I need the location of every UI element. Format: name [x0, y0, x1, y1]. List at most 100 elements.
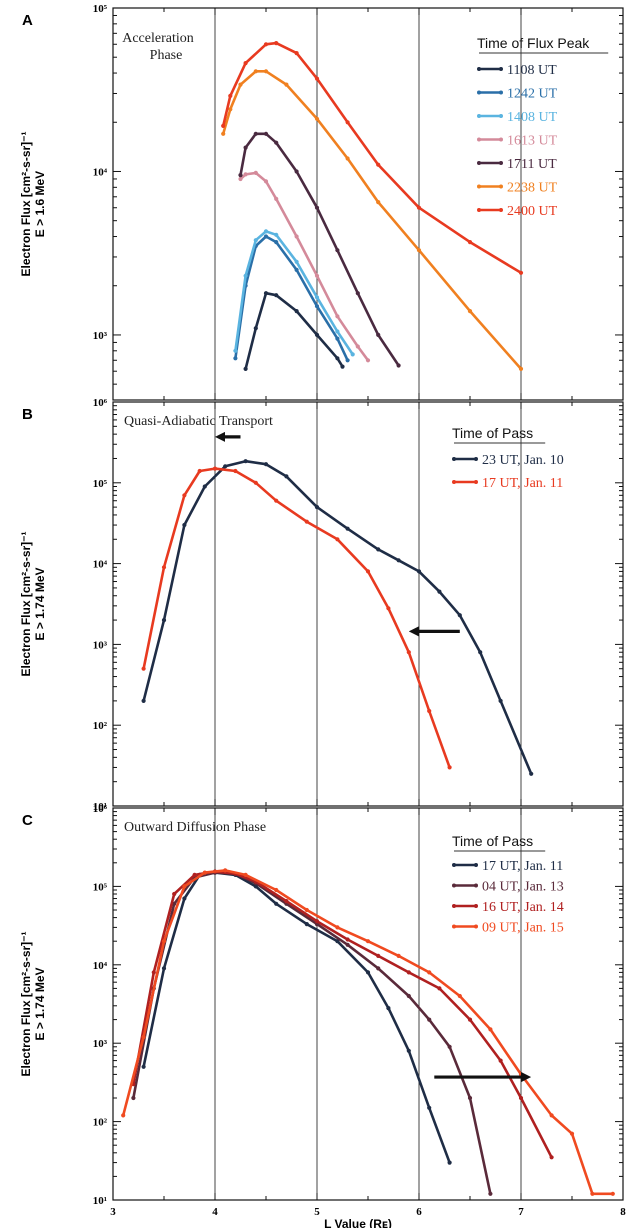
- data-point: [345, 937, 350, 942]
- data-point: [228, 107, 233, 112]
- legend-entry: 1108 UT: [507, 63, 557, 78]
- panel-b: 10¹ 10² 10³ 10⁴ 10⁵ 10⁶ B Electron Flux [cm²-s-…: [19, 397, 624, 813]
- data-point: [243, 366, 248, 371]
- series-line: [121, 869, 615, 1196]
- y-tick-label: 10³: [93, 639, 108, 651]
- legend-swatch-dot: [452, 904, 456, 908]
- series-1408-ut: [233, 229, 355, 357]
- data-point: [263, 131, 269, 136]
- data-point: [345, 942, 350, 947]
- legend-swatch-dot: [499, 67, 503, 71]
- y-axis-label-line: E > 1.6 MeV: [33, 171, 47, 237]
- legend-entry: 2400 UT: [507, 204, 558, 219]
- data-point: [416, 569, 422, 574]
- panel-c-legend: Time of Pass 17 UT, Jan. 11 04 UT, Jan. 13…: [452, 833, 564, 936]
- data-point: [233, 348, 238, 353]
- series-1108-ut: [243, 291, 345, 371]
- data-point: [335, 537, 340, 542]
- y-axis-label-line: Electron Flux [cm²-s-sr]⁻¹: [19, 531, 33, 676]
- legend-entry: 23 UT, Jan. 10: [482, 453, 564, 468]
- data-point: [182, 522, 187, 528]
- data-point: [253, 131, 258, 136]
- data-point: [437, 589, 442, 594]
- data-point: [253, 170, 258, 175]
- data-point: [161, 618, 167, 623]
- x-axis-label: L Value (Rᴇ): [324, 1217, 392, 1228]
- y-tick-label: 10⁶: [93, 397, 108, 409]
- data-point: [406, 970, 411, 975]
- data-point: [447, 1044, 452, 1049]
- panel-a-annotation: Acceleration Phase: [122, 31, 194, 63]
- data-point: [141, 1034, 146, 1040]
- legend-swatch-dot: [452, 883, 456, 888]
- legend-entry: 1408 UT: [507, 110, 558, 125]
- data-point: [212, 466, 218, 471]
- data-point: [314, 332, 320, 337]
- legend-swatch-dot: [477, 184, 481, 189]
- data-point: [345, 120, 350, 125]
- x-tick-label: 6: [416, 1206, 422, 1218]
- data-point: [376, 966, 381, 971]
- y-tick-label: 10⁵: [93, 478, 108, 490]
- series-line: [142, 459, 533, 776]
- y-tick-label: 10³: [93, 330, 108, 342]
- data-point: [447, 1160, 452, 1165]
- data-point: [350, 352, 355, 357]
- data-point: [396, 363, 401, 368]
- data-point: [335, 356, 340, 361]
- data-point: [416, 248, 422, 253]
- legend-swatch-dot: [474, 480, 478, 484]
- legend-swatch-dot: [477, 208, 481, 212]
- data-point: [365, 358, 371, 363]
- series-2400-ut: [221, 41, 524, 275]
- data-point: [233, 468, 238, 474]
- legend-entry: 2238 UT: [507, 181, 558, 196]
- data-point: [488, 1027, 493, 1032]
- data-point: [345, 358, 350, 363]
- panel-c-y-axis-label: Electron Flux [cm²-s-sr]⁻¹ E > 1.74 MeV: [19, 931, 47, 1076]
- data-point: [141, 1064, 146, 1069]
- data-point: [498, 698, 503, 704]
- data-point: [141, 698, 146, 704]
- data-point: [243, 61, 248, 66]
- data-point: [274, 232, 279, 237]
- data-point: [549, 1155, 554, 1160]
- data-point: [238, 173, 243, 178]
- legend-swatch-dot: [499, 208, 503, 212]
- legend-entry: 1242 UT: [507, 87, 558, 102]
- series-line: [221, 70, 523, 371]
- series-line: [221, 41, 523, 275]
- data-point: [263, 42, 269, 47]
- data-point: [386, 606, 391, 611]
- data-point: [396, 558, 401, 563]
- series-1613-ut: [238, 170, 371, 363]
- data-point: [294, 51, 299, 56]
- x-tick-label: 4: [212, 1206, 218, 1218]
- data-point: [253, 238, 258, 243]
- legend-entry: 17 UT, Jan. 11: [482, 859, 563, 874]
- legend-entry: 17 UT, Jan. 11: [482, 476, 563, 491]
- data-point: [243, 459, 248, 464]
- data-point: [376, 953, 381, 959]
- series-line: [244, 291, 344, 371]
- legend-swatch-dot: [477, 67, 481, 71]
- data-point: [335, 336, 340, 341]
- series-line: [142, 871, 451, 1164]
- data-point: [467, 1017, 473, 1022]
- y-axis-label-line: Electron Flux [cm²-s-sr]⁻¹: [19, 931, 33, 1076]
- data-point: [274, 887, 279, 893]
- legend-title: Time of Flux Peak: [477, 35, 590, 51]
- y-tick-label: 10⁴: [93, 559, 108, 571]
- data-point: [253, 326, 258, 331]
- data-point: [518, 270, 524, 275]
- annotation-text: Acceleration: [122, 31, 194, 46]
- y-tick-label: 10¹: [93, 801, 107, 813]
- data-point: [263, 179, 269, 184]
- legend-entry: 1613 UT: [507, 134, 558, 149]
- data-point: [365, 970, 371, 975]
- data-point: [335, 329, 340, 334]
- legend-swatch-dot: [474, 924, 478, 929]
- y-tick-label: 10²: [93, 720, 108, 732]
- data-point: [223, 464, 228, 469]
- data-point: [141, 666, 146, 671]
